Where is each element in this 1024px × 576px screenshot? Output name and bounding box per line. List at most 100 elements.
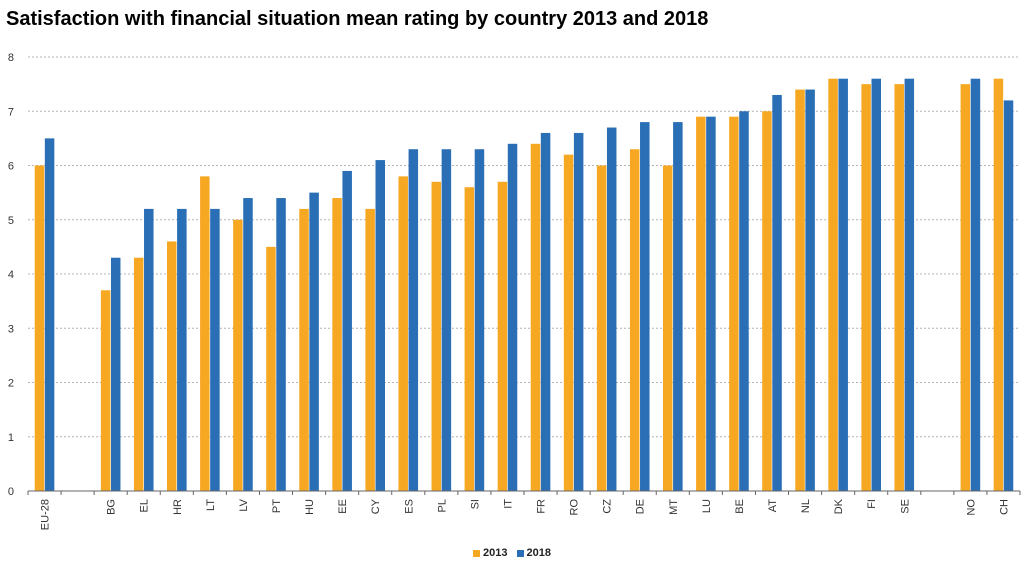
bar-2018-PL bbox=[441, 149, 452, 491]
x-tick-label: BE bbox=[734, 499, 746, 514]
bar-2018-NO bbox=[970, 78, 981, 491]
x-tick-label: MT bbox=[668, 499, 680, 515]
bar-2013-EE bbox=[332, 198, 342, 492]
legend-label-2013: 2013 bbox=[482, 547, 508, 559]
bar-2018-RO bbox=[573, 132, 584, 491]
x-tick-label: HU bbox=[304, 499, 316, 515]
bar-2018-BE bbox=[739, 111, 749, 491]
legend: 2013 2018 bbox=[0, 547, 1024, 560]
bar-2013-LU bbox=[696, 116, 706, 492]
bar-2013-NL bbox=[795, 89, 805, 492]
legend-swatch-2013 bbox=[472, 549, 480, 557]
bar-2013-EU-28 bbox=[34, 165, 45, 491]
bar-2013-LV bbox=[233, 219, 243, 491]
x-tick-label: PT bbox=[271, 499, 283, 513]
x-tick-label: DE bbox=[635, 499, 647, 514]
bar-2018-NL bbox=[805, 89, 815, 492]
bar-2013-MT bbox=[663, 165, 673, 491]
bar-2013-BG bbox=[100, 290, 111, 491]
bar-2018-AT bbox=[772, 94, 782, 491]
x-tick-label: AT bbox=[767, 499, 779, 513]
bar-2018-CY bbox=[375, 160, 385, 491]
bar-2018-FI bbox=[871, 78, 881, 491]
x-tick-label: NL bbox=[800, 499, 812, 513]
bar-2018-HU bbox=[309, 192, 319, 491]
gridlines bbox=[28, 56, 1020, 438]
bar-2018-CZ bbox=[606, 127, 617, 492]
bar-2018-IT bbox=[507, 143, 518, 492]
x-tick-label: LV bbox=[238, 498, 250, 511]
bar-2013-DE bbox=[629, 149, 640, 491]
bar-2013-NO bbox=[960, 84, 971, 491]
x-tick-label: FI bbox=[866, 499, 878, 509]
bar-2013-EL bbox=[133, 257, 144, 491]
x-tick-label: EU-28 bbox=[40, 499, 52, 530]
x-tick-label: ES bbox=[403, 499, 415, 514]
bar-2013-PT bbox=[266, 246, 276, 491]
bar-2018-MT bbox=[673, 122, 683, 491]
bar-2018-ES bbox=[408, 149, 419, 491]
x-tick-label: DK bbox=[833, 498, 845, 514]
legend-swatch-2018 bbox=[516, 549, 524, 557]
x-axis bbox=[27, 490, 1021, 495]
bar-2013-RO bbox=[563, 154, 574, 491]
x-tick-label: EL bbox=[139, 499, 151, 512]
bar-2018-DE bbox=[640, 122, 650, 491]
x-tick-label: EE bbox=[337, 499, 349, 514]
x-tick-label: IT bbox=[502, 499, 514, 509]
bar-2018-FR bbox=[540, 132, 551, 491]
y-tick-label: 6 bbox=[8, 161, 14, 173]
bar-2013-PL bbox=[431, 181, 442, 491]
bar-2018-DK bbox=[838, 78, 848, 491]
x-tick-label: LU bbox=[701, 499, 713, 513]
bar-2013-FR bbox=[530, 143, 541, 492]
bar-2018-SE bbox=[904, 78, 915, 491]
bar-2018-LT bbox=[210, 208, 220, 491]
x-tick-label: RO bbox=[569, 499, 581, 516]
bar-2018-EE bbox=[342, 170, 352, 492]
x-tick-label: SI bbox=[469, 499, 481, 509]
x-tick-label: NO bbox=[965, 499, 977, 516]
x-tick-label: SE bbox=[899, 499, 911, 514]
x-axis-ticks: EU-28 BG EL HR LT LV PT HU EE CY ES PL SI IT FR RO CZ DE M… bbox=[40, 498, 1011, 530]
bar-2013-HR bbox=[167, 241, 177, 491]
bar-2018-LU bbox=[706, 116, 716, 492]
y-tick-label: 7 bbox=[8, 106, 14, 118]
bar-2018-HR bbox=[177, 208, 187, 491]
bar-2013-LT bbox=[200, 176, 210, 491]
bar-2018-CH bbox=[1003, 100, 1014, 492]
x-tick-label: FR bbox=[536, 499, 548, 514]
bar-2013-SE bbox=[894, 84, 904, 491]
y-tick-label: 5 bbox=[8, 215, 14, 227]
bar-2013-HU bbox=[299, 208, 309, 491]
bar-2018-PT bbox=[276, 198, 286, 492]
x-tick-label: BG bbox=[106, 499, 118, 515]
bar-2013-DK bbox=[828, 78, 838, 491]
x-tick-label: CH bbox=[998, 499, 1010, 515]
legend-item-2013: 2013 bbox=[472, 547, 508, 559]
chart-title: Satisfaction with financial situation me… bbox=[6, 8, 709, 30]
x-tick-label: HR bbox=[172, 499, 184, 515]
bar-2013-AT bbox=[762, 111, 772, 491]
x-tick-label: LT bbox=[205, 499, 217, 511]
bar-2013-CZ bbox=[596, 165, 607, 491]
y-tick-label: 4 bbox=[8, 269, 14, 281]
bar-2013-ES bbox=[398, 176, 408, 491]
bar-2018-BG bbox=[110, 257, 121, 491]
y-tick-label: 0 bbox=[8, 486, 14, 498]
bar-2018-EL bbox=[144, 208, 154, 491]
x-tick-label: CZ bbox=[602, 499, 614, 514]
bar-2013-FI bbox=[861, 84, 871, 491]
bar-2013-SI bbox=[464, 187, 475, 491]
bar-2018-EU-28 bbox=[44, 138, 55, 491]
bar-2013-CY bbox=[365, 208, 375, 491]
y-tick-label: 2 bbox=[8, 378, 14, 390]
x-tick-label: CY bbox=[370, 498, 382, 514]
bars bbox=[34, 78, 1014, 492]
y-axis-ticks: 0 1 2 3 4 5 6 7 8 bbox=[8, 52, 14, 498]
bar-2013-IT bbox=[497, 181, 508, 491]
bar-2018-SI bbox=[474, 149, 485, 491]
bar-2013-CH bbox=[993, 78, 1004, 491]
bar-2018-LV bbox=[243, 198, 253, 492]
